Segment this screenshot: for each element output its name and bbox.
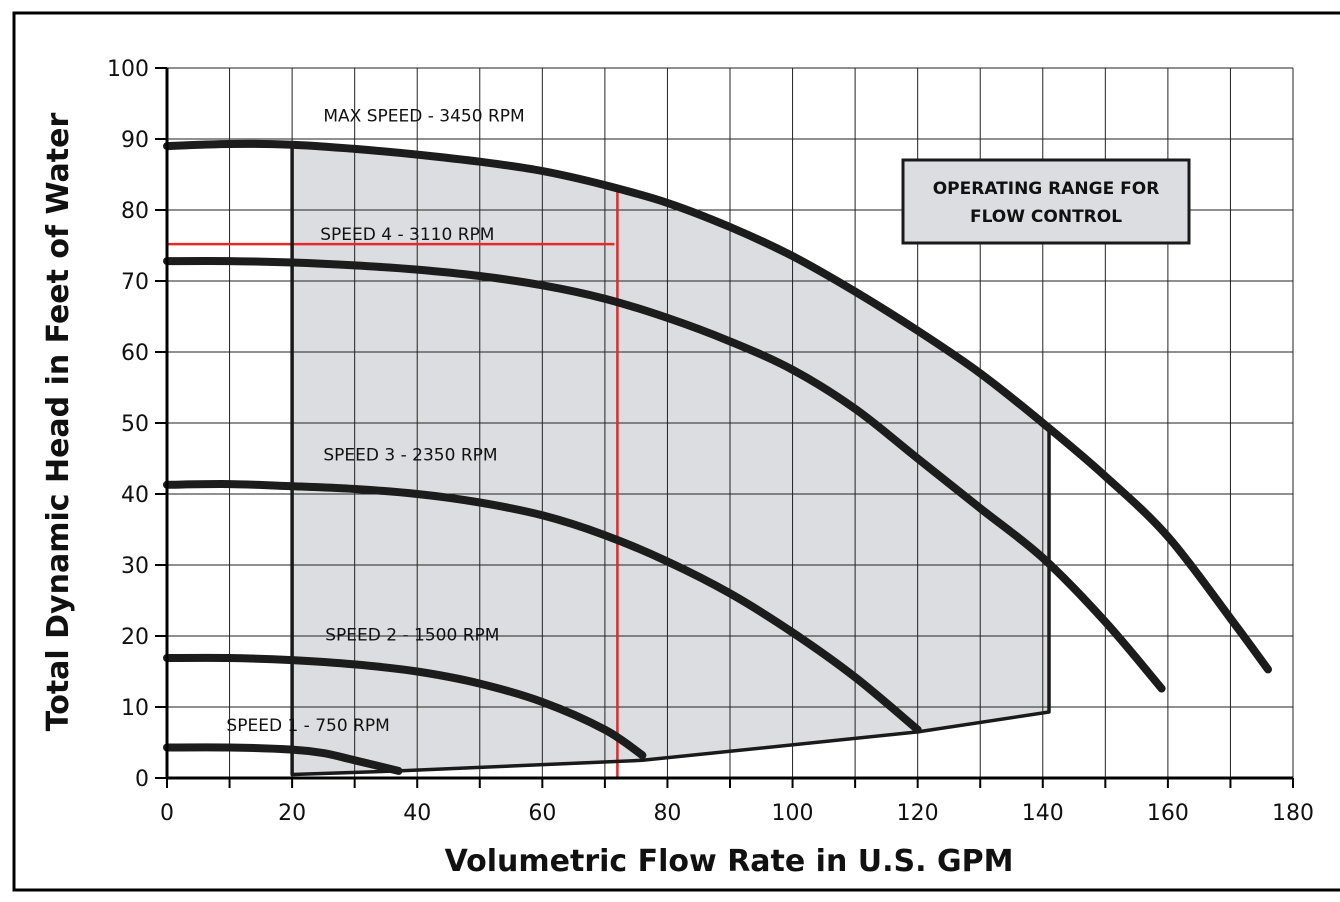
operating-range-boundary [290,144,1051,777]
series-curve-4 [163,653,647,760]
x-tick-label: 160 [1147,801,1189,826]
y-tick-label: 80 [121,199,149,224]
y-tick-label: 50 [121,412,149,437]
y-tick-label: 60 [121,341,149,366]
y-tick-label: 10 [121,696,149,721]
series-curve-2 [163,257,1166,693]
series-label-1: MAX SPEED - 3450 RPM [323,106,524,126]
tick-labels: 0 20 40 60 80 100 120 140 160 180 0 10 20 30 40 50 60 70 8… [107,57,1314,826]
series-curve-1 [163,139,1272,674]
outer-frame [12,11,1340,892]
operating-range-label-line1: OPERATING RANGE FOR [933,179,1160,199]
reference-lines [167,188,619,778]
series-label-3: SPEED 3 - 2350 RPM [323,446,497,466]
x-tick-label: 100 [772,801,814,826]
x-tick-label: 180 [1272,801,1314,826]
operating-range-box: OPERATING RANGE FOR FLOW CONTROL [901,158,1191,245]
x-tick-label: 80 [653,801,681,826]
series-curves [163,139,1272,777]
y-tick-label: 40 [121,483,149,508]
series-label-4: SPEED 2 - 1500 RPM [325,625,499,645]
series-curve-5 [163,743,403,775]
y-tick-label: 0 [135,767,149,792]
series-label-2: SPEED 4 - 3110 RPM [320,225,494,245]
y-tick-label: 20 [121,625,149,650]
operating-range-fill [292,144,1050,775]
operating-range-box-frame [901,158,1191,245]
series-labels: MAX SPEED - 3450 RPM SPEED 4 - 3110 RPM SP… [226,106,524,736]
operating-range-label-line2: FLOW CONTROL [970,207,1122,227]
axes [155,67,1294,788]
x-tick-label: 0 [160,801,174,826]
x-tick-label: 140 [1022,801,1064,826]
y-tick-label: 90 [121,128,149,153]
x-tick-label: 40 [403,801,431,826]
y-tick-label: 70 [121,270,149,295]
series-curve-3 [163,480,922,734]
y-tick-label: 30 [121,554,149,579]
x-axis-title: Volumetric Flow Rate in U.S. GPM [445,844,1014,879]
operating-range-area [292,144,1050,775]
x-tick-label: 120 [897,801,939,826]
y-tick-label: 100 [107,57,149,82]
x-tick-label: 20 [278,801,306,826]
series-label-5: SPEED 1 - 750 RPM [226,716,389,736]
y-axis-title: Total Dynamic Head in Feet of Water [41,113,76,732]
x-tick-label: 60 [528,801,556,826]
